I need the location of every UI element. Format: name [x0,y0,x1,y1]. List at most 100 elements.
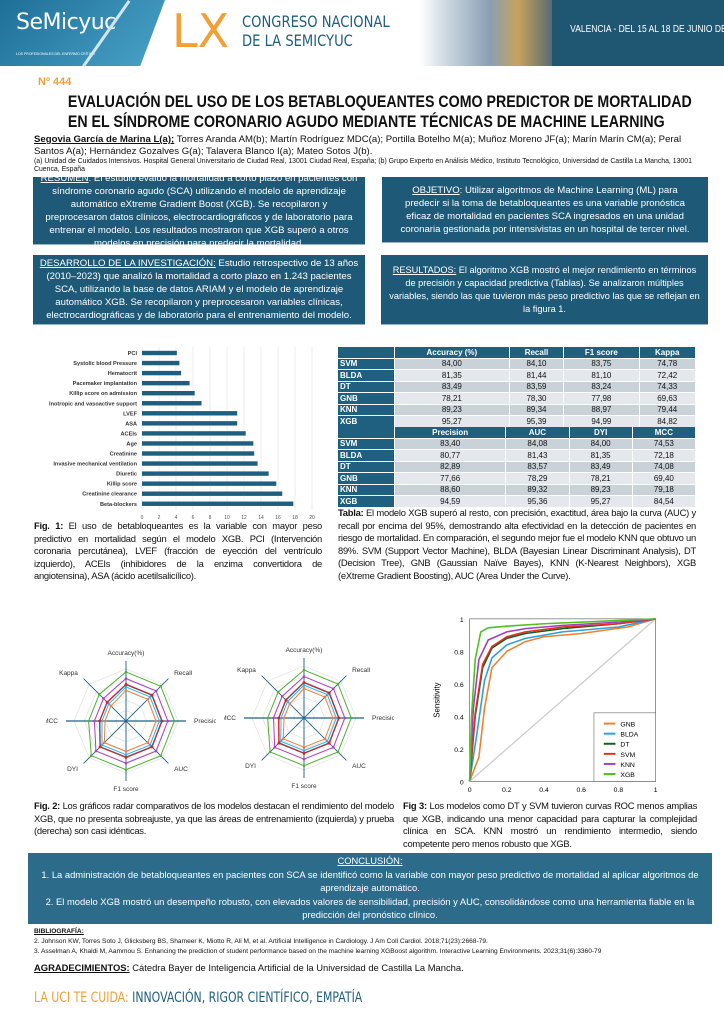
radar-point-svm [160,719,164,723]
conclusion-point-1: 1. La administración de betabloqueantes … [41,868,699,894]
radar-point-knn [166,719,170,723]
table-cell: 74,33 [639,381,696,392]
semicyuc-logo: SeMicyuc [16,10,116,35]
radar-point-blda [124,753,128,756]
radar-point-blda [326,693,329,696]
bar-label: Killip score on admission [69,391,137,397]
bar-label: Killip score [107,482,137,488]
slogan-part-1: LA UCI TE CUIDA: [34,990,133,1006]
radar-point-svm [124,682,128,686]
row-model-label: KNN [338,484,395,495]
radar-point-blda [326,740,329,743]
table-row: DT 83,49 83,59 83,24 74,33 [338,381,696,392]
objetivo-box: OBJETIVO: Utilizar algoritmos de Machine… [382,177,708,243]
row-model-label: BLDA [338,450,395,461]
radar-axis-label: MCC [224,715,236,722]
radar-point-knn [273,745,277,749]
table-header: Kappa [639,347,696,358]
congress-number: LX [172,4,230,58]
radar-point-gnb [146,698,149,701]
table-cell: 94,99 [564,416,640,427]
bar-label: Age [126,441,137,447]
resumen-box: RESUMEN: El estudio evaluó la mortalidad… [33,173,365,249]
table-row: DT 82,89 83,57 83,49 74,08 [338,461,696,472]
table-cell: 80,77 [395,450,507,461]
radar-axis [83,678,169,764]
bar-label: Systolic blood Pressure [73,361,137,367]
row-model-label: SVM [338,438,395,449]
table-cell: 81,10 [564,370,640,381]
table-cell: 74,08 [632,461,696,472]
radar-point-xgb [302,668,306,672]
table-header: Accuracy (%) [395,347,510,358]
fig3-caption: Fig 3: Los modelos como DT y SVM tuviero… [403,800,697,850]
desarrollo-label: DESARROLLO DE LA INVESTIGACIÓN: [39,258,216,269]
radar-point-knn [332,687,335,690]
table-header-corner [338,427,395,438]
radar-point-blda [148,743,152,747]
radar-point-blda [334,716,338,720]
legend-label: GNB [620,722,635,729]
table-cell: 74,78 [639,358,696,369]
table-cell: 69,63 [639,393,696,404]
title-line-2: EN EL SÍNDROME CORONARIO AGUDO MEDIANTE … [67,113,665,131]
radar-axis-label: F1 score [291,783,317,790]
table-cell: 78,29 [506,473,570,484]
fig1-caption: Fig. 1: El uso de betabloqueantes es la … [34,520,322,583]
radar-axis-label: Recall [174,670,193,677]
bar-killip-score [142,481,277,486]
radar-point-gnb [331,716,335,720]
metrics-table-1: Accuracy (%) Recall F1 score Kappa SVM 84,00 8… [338,346,696,428]
radar-axis-label: MCC [46,718,58,725]
x-tick-label: 0.2 [502,787,512,794]
legend-label: DT [620,742,630,749]
table-cell: 95,36 [506,496,570,507]
row-model-label: GNB [338,473,395,484]
radar-axis-label: Accuracy(%) [108,650,145,657]
bar-label: Inotropic and vasoactive support [49,401,137,407]
y-tick-label: 0 [460,779,464,786]
table-cell: 95,27 [569,496,633,507]
table-cell: 69,40 [632,473,696,484]
radar-point-blda [158,719,161,723]
table-row: BLDA 81,35 81,44 81,10 72,42 [338,370,696,381]
congress-date: VALENCIA - DEL 15 AL 18 DE JUNIO DE 2025 [570,24,724,35]
table-header-corner [338,347,395,358]
table-cell: 83,24 [564,381,640,392]
radar-axis-label: F1 score [113,786,139,793]
table-row: XGB 94,59 95,36 95,27 84,54 [338,496,696,507]
x-tick-label: 0.8 [614,787,624,794]
row-model-label: SVM [338,358,395,369]
row-model-label: KNN [338,404,395,415]
table-header: Precision [395,427,507,438]
radar-point-knn [93,719,96,723]
table-cell: 78,21 [395,393,510,404]
bar-label: Hematocrit [108,371,137,377]
fig1-label: Fig. 1: [34,520,64,531]
fig3-text: Los modelos como DT y SVM tuvieron curva… [403,800,698,849]
reference-2: 3. Asselman A, Khaldi M, Aammou S. Enhan… [34,948,602,955]
objetivo-text: : Utilizar algoritmos de Machine Learnin… [400,184,690,235]
table-cell: 88,97 [564,404,640,415]
bibliography: BIBLIOGRAFÍA: 2. Johnson KW, Torres Soto… [34,927,714,957]
resumen-label: RESUMEN [40,172,89,184]
table-header: MCC [632,427,696,438]
fig2-label: Fig. 2: [34,800,61,811]
table-cell: 79,18 [632,484,696,495]
legend-label: SVM [620,752,635,759]
banner-photo [420,0,560,66]
bar-label: Diuretic [116,472,137,478]
tabla-text: El modelo XGB superó al resto, con preci… [338,507,696,581]
fig3-label: Fig 3: [403,800,427,811]
radar-point-xgb [173,719,176,723]
radar-axis-label: DYI [245,763,256,770]
resultados-box: RESULTADOS: El algoritmo XGB mostró el m… [381,255,708,325]
acknowledgements-text: Cátedra Bayer de Inteligencia Artificial… [129,962,464,973]
title-line-1: EVALUACIÓN DEL USO DE LOS BETABLOQUEANTE… [67,93,692,111]
radar-point-knn [272,716,275,720]
table-cell: 84,00 [569,438,633,449]
table-cell: 81,35 [569,450,633,461]
radar-point-knn [124,761,128,765]
radar-point-knn [343,716,347,720]
table-cell: 83,57 [506,461,570,472]
